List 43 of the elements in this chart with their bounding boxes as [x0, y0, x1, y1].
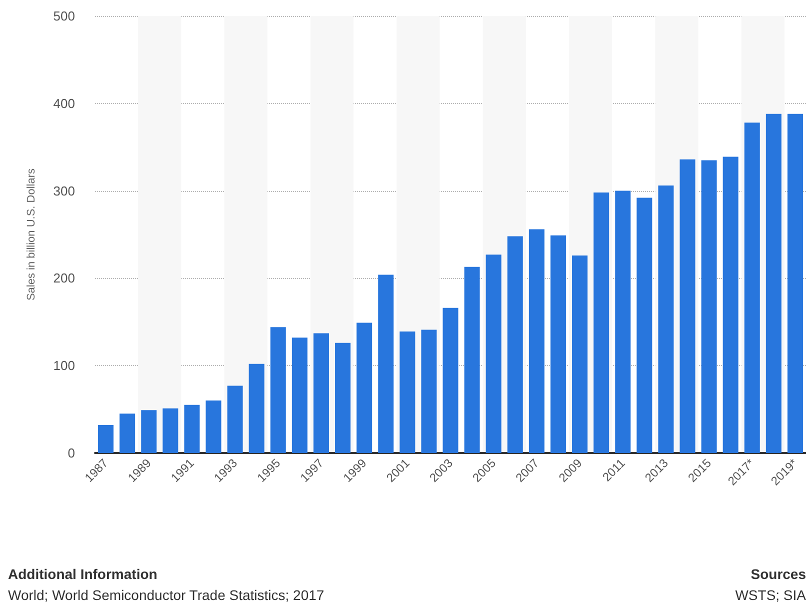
bar: [464, 266, 480, 453]
bar: [313, 333, 329, 453]
bar: [507, 236, 523, 453]
text: WSTS; SIA: [735, 587, 806, 603]
y-tick-label: 400: [53, 96, 75, 111]
bar: [162, 408, 178, 453]
text: Additional Information: [8, 566, 158, 582]
bar: [680, 159, 696, 453]
bar: [550, 235, 566, 453]
bar: [421, 330, 437, 453]
bar: [98, 425, 114, 453]
bar: [292, 338, 308, 453]
bar: [615, 190, 631, 453]
text: Sources: [750, 566, 806, 582]
y-tick-label: 200: [53, 270, 75, 286]
bar: [248, 364, 264, 453]
bar: [184, 404, 200, 453]
bar: [141, 410, 157, 453]
bar: [356, 322, 372, 453]
bar: [335, 342, 351, 453]
y-tick-label: 100: [53, 358, 75, 374]
bar: [378, 274, 394, 453]
bar: [701, 160, 717, 453]
bar: [636, 198, 652, 453]
bar: [744, 122, 760, 453]
bar: [528, 229, 544, 453]
bar: [486, 254, 502, 453]
bar: [722, 156, 738, 453]
y-tick-label: 0: [68, 446, 75, 460]
bar: [400, 332, 416, 453]
y-tick-label: 300: [53, 183, 75, 198]
y-tick-label: 500: [53, 8, 75, 24]
bar: [206, 400, 222, 453]
bar: [594, 192, 610, 453]
text: World; World Semiconductor Trade Statistics; 2017: [8, 587, 324, 603]
bar: [442, 308, 458, 453]
bar: [227, 386, 243, 453]
bar: [658, 186, 674, 453]
bar: [270, 327, 286, 453]
y-axis-title: Sales in billion U.S. Dollars: [26, 168, 38, 301]
bar: [572, 255, 588, 453]
bar: [120, 414, 136, 453]
bar: [787, 114, 803, 453]
